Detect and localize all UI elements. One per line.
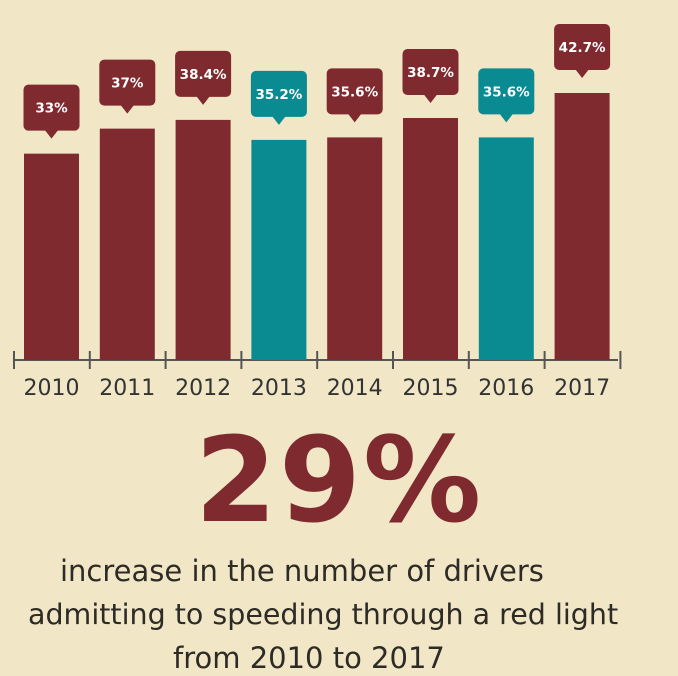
x-tick-label-2015: 2015 — [403, 376, 459, 401]
value-label-box-2012 — [175, 50, 232, 97]
value-label-2012: 38.4% — [180, 67, 227, 83]
x-tick-label-2013: 2013 — [251, 376, 307, 401]
x-tick-label-2012: 2012 — [175, 376, 231, 401]
value-label-2014: 35.6% — [331, 84, 378, 100]
value-label-pointer — [271, 115, 286, 125]
value-label-box-2014 — [326, 68, 383, 115]
value-label-2016: 35.6% — [483, 84, 530, 100]
bar-2017 — [554, 93, 610, 360]
x-tick-label-2010: 2010 — [24, 376, 80, 401]
bar-2012 — [175, 119, 231, 360]
bar-2014 — [327, 137, 383, 360]
value-label-pointer — [44, 129, 59, 139]
x-tick-label-2011: 2011 — [99, 376, 155, 401]
caption-line-2: admitting to speeding through a red ligh… — [28, 598, 619, 631]
value-label-box-2015 — [402, 49, 459, 96]
caption-line-3: from 2010 to 2017 — [173, 641, 445, 675]
value-label-pointer — [423, 94, 438, 104]
value-label-pointer — [196, 95, 211, 105]
value-label-box-2016 — [478, 68, 535, 115]
bar-2011 — [99, 128, 155, 360]
value-label-2011: 37% — [111, 76, 144, 92]
value-label-pointer — [575, 69, 590, 78]
value-label-box-2011 — [99, 59, 156, 106]
value-label-pointer — [499, 113, 514, 123]
value-label-box-2017 — [554, 24, 611, 70]
bar-chart: 33% 2010 37% 2011 38.4% 2012 35.2% 2013 35.6% 201… — [13, 24, 622, 401]
value-label-2017: 42.7% — [559, 40, 606, 56]
bar-2010 — [24, 153, 79, 360]
value-label-2013: 35.2% — [255, 87, 302, 103]
bar-2016 — [478, 137, 534, 360]
bar-2013 — [251, 139, 307, 360]
x-tick-label-2016: 2016 — [478, 376, 534, 401]
x-tick-label-2014: 2014 — [327, 376, 383, 401]
caption-line-1: increase in the number of drivers — [60, 554, 544, 588]
value-label-box-2010 — [23, 84, 80, 131]
value-label-pointer — [347, 113, 362, 123]
headline-percentage: 29% — [194, 411, 484, 549]
bar-2015 — [403, 118, 458, 360]
value-label-2010: 33% — [35, 101, 68, 117]
value-label-pointer — [120, 104, 135, 114]
x-tick-label-2017: 2017 — [554, 376, 610, 401]
value-label-2015: 38.7% — [407, 65, 454, 81]
value-label-box-2013 — [250, 70, 307, 117]
